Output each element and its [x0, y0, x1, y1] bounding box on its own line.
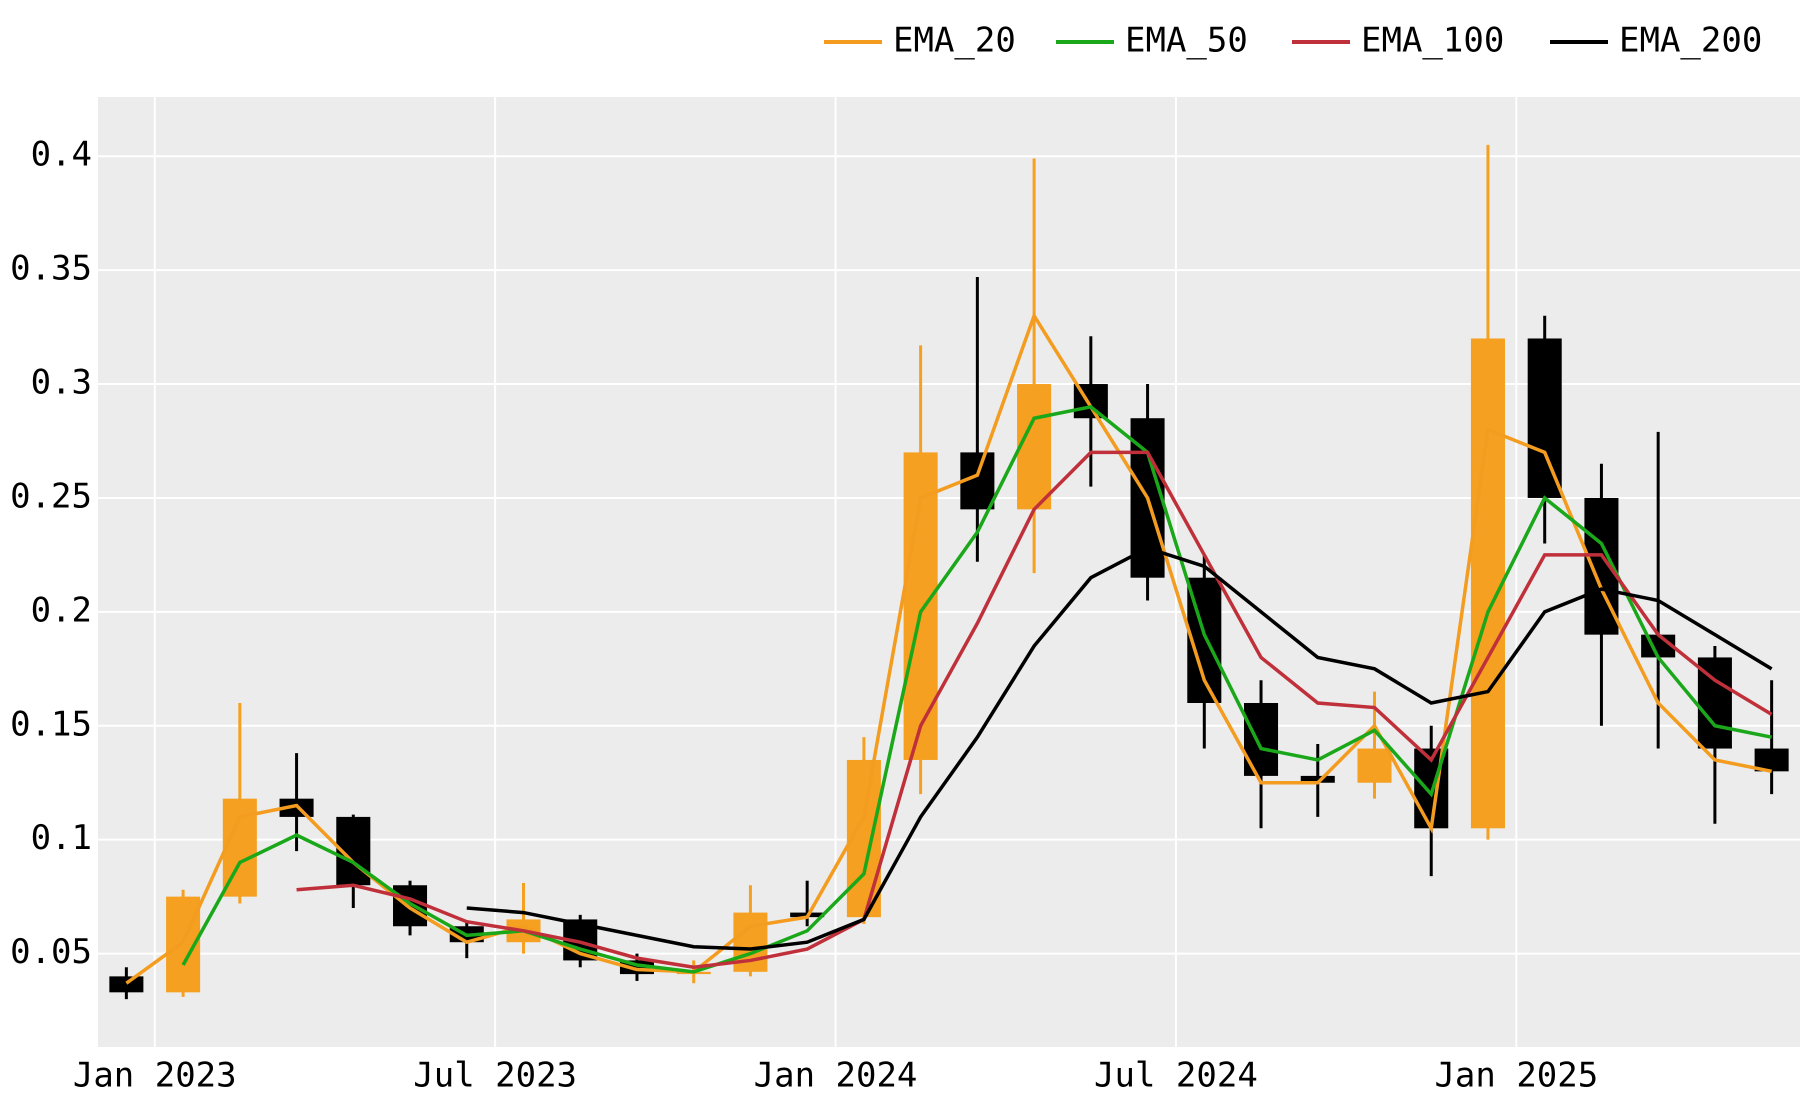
- y-tick-label: 0.1: [31, 818, 92, 858]
- candle-body: [1300, 775, 1335, 783]
- legend-label: EMA_200: [1619, 21, 1762, 61]
- x-tick-label: Jan 2025: [1434, 1056, 1598, 1096]
- ema-line: [125, 311, 1772, 985]
- y-tick-label: 0.4: [31, 135, 92, 175]
- x-tick-label: Jan 2023: [73, 1056, 237, 1096]
- candle-body: [1470, 338, 1505, 829]
- y-tick-label: 0.35: [10, 249, 92, 289]
- candle-body: [1244, 702, 1279, 776]
- candle-body: [1527, 338, 1562, 498]
- y-tick-label: 0.25: [10, 476, 92, 516]
- legend-label: EMA_50: [1125, 21, 1248, 61]
- y-tick-label: 0.15: [10, 704, 92, 744]
- x-tick-label: Jul 2024: [1094, 1056, 1258, 1096]
- y-tick-label: 0.3: [31, 363, 92, 403]
- legend-label: EMA_20: [893, 21, 1016, 61]
- ema-line: [181, 404, 1772, 974]
- legend-label: EMA_100: [1361, 21, 1504, 61]
- candle-body: [393, 885, 428, 927]
- ema-line: [296, 450, 1773, 970]
- x-tick-label: Jul 2023: [413, 1056, 577, 1096]
- y-tick-label: 0.05: [10, 932, 92, 972]
- x-tick-label: Jan 2024: [754, 1056, 918, 1096]
- candle-body: [1357, 748, 1392, 783]
- y-tick-label: 0.2: [31, 590, 92, 630]
- candle-body: [109, 976, 144, 993]
- candle-body: [1754, 748, 1789, 772]
- ema-line: [466, 546, 1773, 951]
- candle-body: [1017, 384, 1052, 510]
